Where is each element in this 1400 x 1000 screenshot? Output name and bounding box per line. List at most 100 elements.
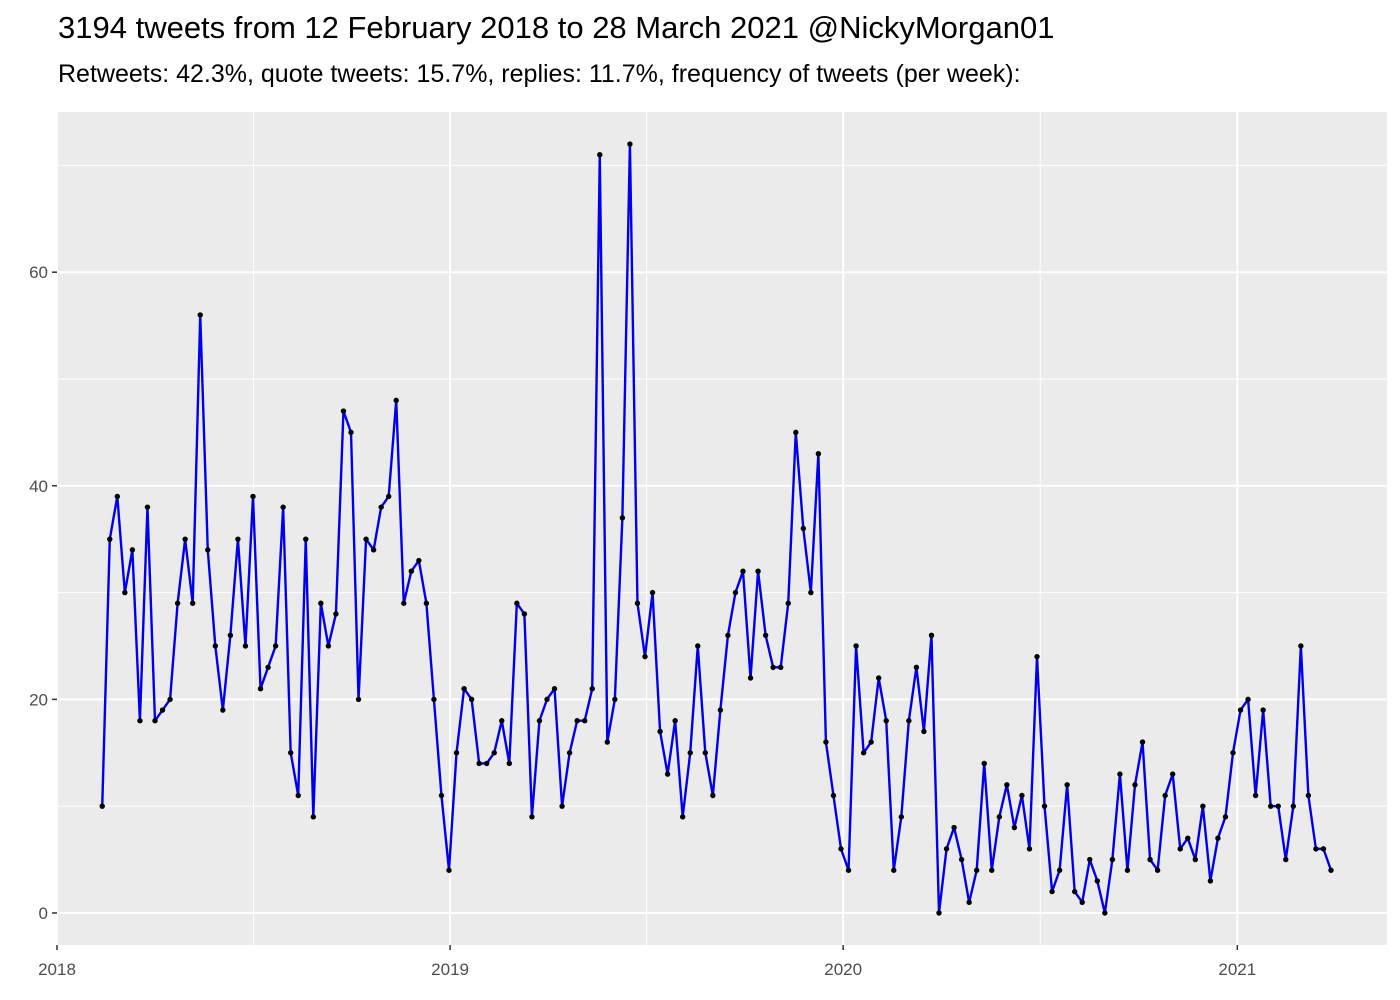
data-point	[1275, 803, 1281, 809]
data-point	[1079, 899, 1085, 905]
chart-title: 3194 tweets from 12 February 2018 to 28 …	[58, 10, 1055, 45]
data-point	[951, 824, 957, 831]
axis-tick-labels: 0 20 40 60 2018 2019 2020 2021	[29, 263, 1256, 979]
data-point	[1102, 910, 1108, 916]
data-point	[891, 867, 897, 873]
data-point	[604, 739, 611, 745]
data-point	[581, 718, 588, 724]
data-point	[1004, 782, 1010, 788]
data-point	[770, 664, 776, 671]
data-point	[107, 536, 113, 542]
data-point	[483, 760, 490, 767]
data-point	[167, 696, 173, 703]
data-point	[468, 696, 475, 703]
data-point	[393, 397, 399, 404]
data-point	[1328, 867, 1334, 873]
data-point	[921, 728, 927, 735]
data-point	[1132, 782, 1138, 788]
data-point	[1109, 856, 1116, 863]
data-point	[740, 568, 746, 574]
data-point	[574, 718, 580, 724]
data-point	[152, 718, 158, 724]
data-point	[981, 760, 987, 767]
data-point	[182, 536, 188, 542]
data-point	[1094, 878, 1101, 884]
data-point	[491, 750, 497, 756]
data-point	[114, 493, 121, 500]
data-point	[1071, 888, 1078, 895]
data-point	[1011, 824, 1018, 831]
data-point	[363, 536, 369, 542]
data-point	[1222, 814, 1229, 820]
data-point	[348, 429, 354, 436]
data-point	[1245, 696, 1251, 703]
data-point	[906, 718, 912, 724]
data-point	[416, 557, 422, 564]
data-point	[333, 611, 339, 617]
data-point	[1290, 803, 1297, 809]
data-point	[189, 600, 196, 606]
data-point	[257, 685, 264, 692]
data-point	[612, 696, 618, 703]
data-point	[823, 739, 829, 745]
data-point	[1034, 653, 1040, 660]
data-point	[597, 152, 603, 158]
data-point	[295, 792, 301, 799]
data-point	[514, 600, 520, 606]
x-tick-label: 2021	[1218, 960, 1256, 979]
data-point	[1087, 856, 1093, 863]
data-point	[476, 760, 482, 767]
data-point	[423, 600, 430, 606]
chart-subtitle: Retweets: 42.3%, quote tweets: 15.7%, re…	[58, 60, 1021, 88]
data-point	[197, 312, 203, 318]
data-point	[1056, 867, 1063, 873]
data-point	[340, 408, 347, 414]
data-point	[242, 643, 249, 649]
data-point	[205, 547, 211, 553]
data-point	[634, 600, 641, 606]
data-point	[1154, 867, 1161, 873]
data-point	[461, 685, 467, 692]
data-point	[1169, 771, 1176, 777]
data-point	[378, 504, 384, 510]
data-point	[1162, 792, 1168, 799]
data-point	[860, 750, 867, 756]
data-point	[212, 643, 219, 649]
data-point	[1260, 707, 1266, 713]
y-tick-label: 60	[29, 263, 48, 282]
data-point	[1192, 856, 1199, 863]
data-point	[453, 750, 460, 756]
minor-gridlines	[57, 112, 1387, 945]
data-point	[1139, 739, 1146, 745]
data-point	[687, 750, 693, 756]
data-point	[966, 899, 972, 905]
data-point	[325, 643, 332, 649]
data-point	[529, 814, 535, 820]
x-tick-label: 2019	[431, 960, 469, 979]
data-point	[355, 696, 362, 703]
data-point	[1064, 782, 1070, 788]
data-point	[913, 664, 920, 671]
data-point	[566, 750, 573, 756]
data-point	[303, 536, 309, 542]
data-point	[559, 803, 565, 809]
data-point	[370, 547, 377, 553]
data-point	[747, 675, 754, 681]
data-point	[1041, 803, 1048, 809]
data-point	[830, 792, 837, 799]
y-tick-label: 20	[29, 690, 48, 709]
data-point	[657, 728, 663, 735]
data-point	[408, 568, 415, 574]
data-point	[815, 451, 822, 457]
axis-ticks	[52, 271, 1239, 950]
data-point	[898, 814, 905, 820]
data-point	[310, 814, 317, 820]
data-point	[777, 664, 784, 671]
data-point	[499, 718, 505, 724]
data-point	[1267, 803, 1274, 809]
data-point	[845, 867, 852, 873]
data-point	[272, 643, 279, 649]
data-point	[762, 632, 769, 638]
data-point	[1230, 750, 1236, 756]
data-point	[174, 600, 181, 606]
